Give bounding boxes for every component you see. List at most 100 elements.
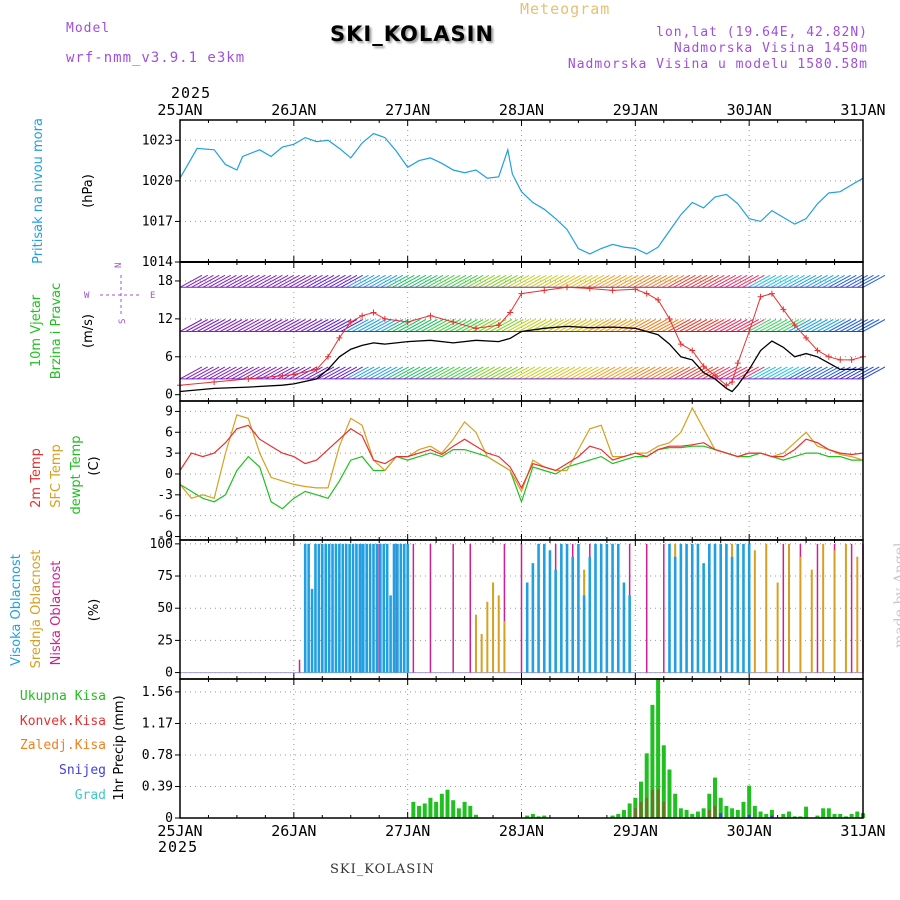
wind-barb [460,319,484,332]
precip-total-bar [462,801,467,818]
precip-frame [179,678,864,819]
wind-barb [552,366,576,380]
precip-conv-bar [645,797,649,818]
wind-barb [690,274,714,288]
wind-barb [587,366,610,380]
wind-unit: (m/s) [81,314,96,348]
wind-barb [811,274,834,288]
wind-barb [277,366,300,380]
wind-barb [558,319,582,332]
precip-conv-bar [633,808,637,818]
wind-gust-point [729,379,736,386]
wind-barb [334,274,358,288]
wind-barb [627,274,650,288]
wind-barb [644,274,668,288]
wind-barb [506,366,530,380]
temp-ylabel-3: dewpt Temp [69,435,84,514]
wind-barb [317,366,340,380]
year-bottom: 2025 [158,838,199,856]
wind-barb [822,319,846,332]
wind-barb [323,319,346,332]
wind-gust-point [370,309,377,316]
temp-unit: (C) [87,456,102,475]
wind-barb [191,319,214,332]
precip-total-bar [747,785,752,818]
date-label-bottom: 26JAN [271,822,316,840]
wind-barb [363,366,386,380]
precip-conv-bar [707,809,711,818]
wind-barb [334,366,358,380]
temp-ylabel-1: 2m Temp [29,448,44,508]
wind-barb [679,274,702,288]
wind-barb [793,366,817,380]
precip-total-bar [530,813,535,818]
wind-barb [702,366,725,380]
wind-barb [237,274,260,288]
wind-barb [667,366,691,380]
year-top: 2025 [171,84,212,102]
wind-barb [719,366,742,380]
wind-barb [529,366,553,380]
wind-barb [742,366,765,380]
wind-barb [673,274,696,288]
wind-gust-point [655,296,662,303]
wind-barb [397,274,421,288]
precip-total-bar [627,803,632,818]
wind-barb [512,366,536,380]
wind-barb [260,274,283,288]
wind-barb [552,319,576,332]
temperature-ytick-label: -6 [157,509,173,524]
wind-barb [506,319,530,332]
precip-total-bar [718,797,723,818]
wind-barb [581,366,605,380]
wind-barb [214,319,237,332]
precip-conv-bar [713,805,717,818]
wind-barb [460,366,484,380]
wind-barb [506,274,530,288]
wind-barb [690,366,714,380]
date-label-bottom: 28JAN [499,822,544,840]
wind-barb [202,274,226,288]
wind-barb [225,319,249,332]
wind-barb [857,274,880,288]
wind-barb [547,366,570,380]
wind-barb [283,319,306,332]
wind-barb [747,319,771,332]
wind-barb [231,274,254,288]
wind-barb [311,319,335,332]
wind-barb [265,274,289,288]
wind-barb [765,366,788,380]
wind-barb [667,274,691,288]
wind-barb [306,274,329,288]
wind-barb [214,274,237,288]
wind-barb [185,366,208,380]
wind-barb [839,366,863,380]
precip-ytick-label: 0.78 [142,748,173,763]
wind-barb [598,274,622,288]
precip-total-bar [439,793,444,818]
clouds-ytick-label: 0 [165,666,173,681]
wind-gust-point [609,287,616,294]
wind-gust-point [757,293,764,300]
pressure-ytick-label: 1020 [142,174,173,189]
wind-gust-point [814,347,821,354]
wind-barb [443,366,467,380]
wind-barb [615,366,639,380]
wind-barb [185,274,208,288]
wind-barb [793,274,817,288]
wind-barb [650,274,673,288]
wind-barb [380,274,404,288]
wind-barb [776,274,800,288]
precip-total-bar [428,797,433,818]
wind-barb [736,319,759,332]
wind-ytick-label: 12 [157,312,173,327]
temperature-ytick-label: 9 [165,404,173,419]
wind-barb [661,319,685,332]
wind-barb [294,319,318,332]
wind-barb [191,274,214,288]
date-label-top: 30JAN [727,101,772,119]
cloud-ylabel-3: Niska Oblacnost [49,561,64,666]
wind-barb [265,319,289,332]
wind-barb [346,274,369,288]
